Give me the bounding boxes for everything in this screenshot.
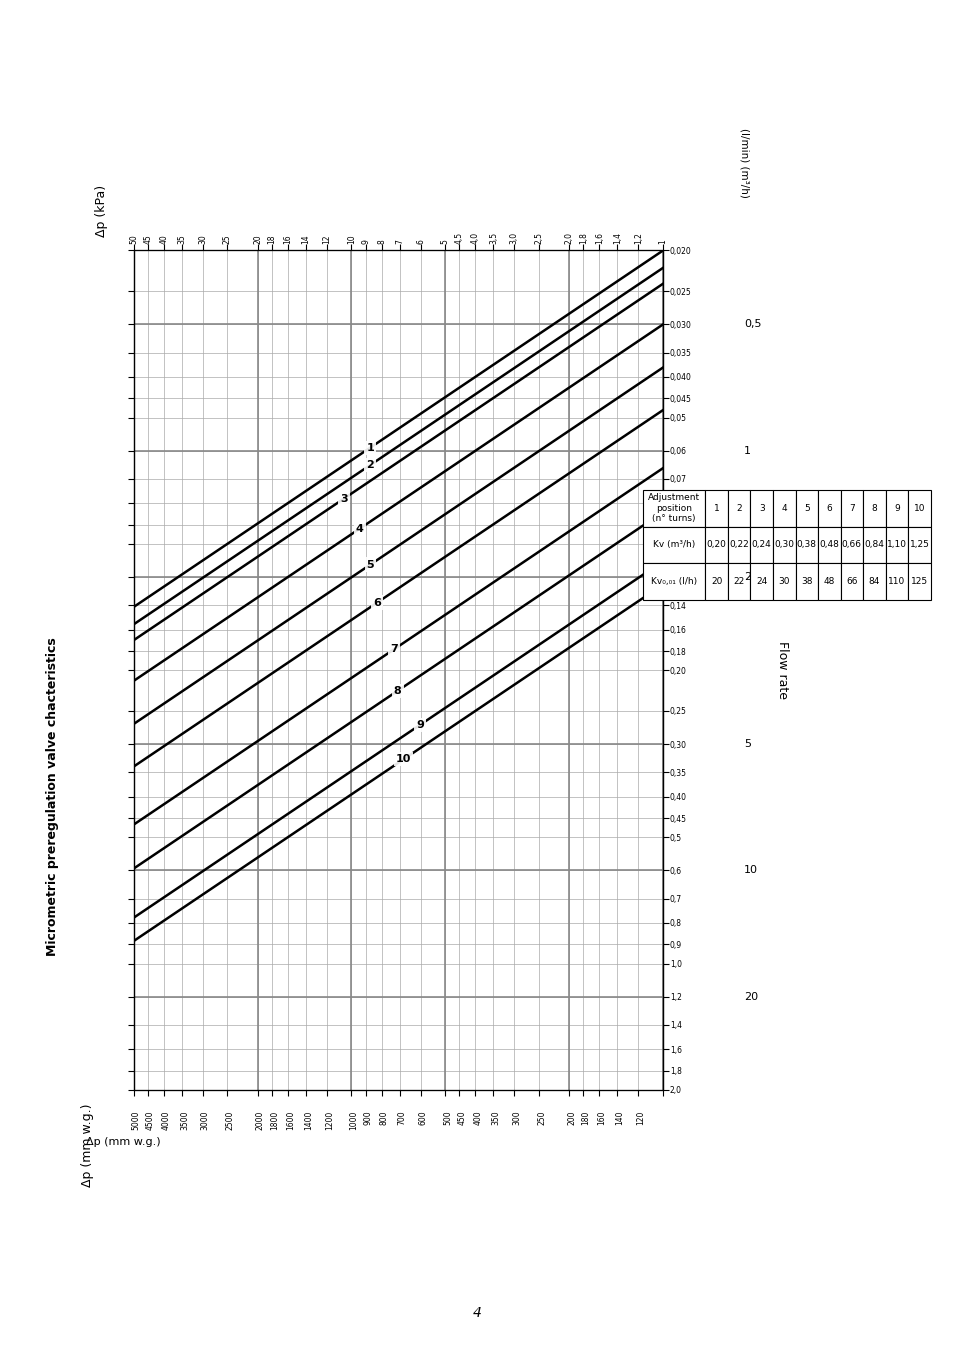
- Text: 5: 5: [743, 739, 750, 749]
- Text: 2500: 2500: [225, 1110, 234, 1129]
- Text: 20: 20: [743, 992, 758, 1002]
- Text: 1600: 1600: [286, 1110, 294, 1129]
- Text: 3500: 3500: [180, 1110, 189, 1129]
- Text: 7: 7: [390, 645, 398, 654]
- Text: 1800: 1800: [270, 1110, 278, 1129]
- Text: 4500: 4500: [146, 1110, 154, 1129]
- Text: 2000: 2000: [255, 1110, 264, 1129]
- Text: Micrometric preregulation valve chacteristics: Micrometric preregulation valve chacteri…: [46, 636, 59, 956]
- Text: 120: 120: [636, 1110, 645, 1125]
- Text: 500: 500: [443, 1110, 452, 1125]
- Text: 200: 200: [567, 1110, 576, 1125]
- Text: 2: 2: [743, 573, 750, 582]
- Text: 250: 250: [537, 1110, 545, 1125]
- Text: 0,5: 0,5: [743, 320, 760, 329]
- Text: Δp (mm w.g.): Δp (mm w.g.): [86, 1137, 160, 1147]
- Text: 4: 4: [472, 1307, 481, 1320]
- Text: 5: 5: [366, 559, 374, 570]
- Text: 1000: 1000: [349, 1110, 358, 1129]
- Text: 4: 4: [355, 524, 363, 533]
- Text: 300: 300: [512, 1110, 521, 1125]
- Text: 600: 600: [418, 1110, 427, 1125]
- Text: 4000: 4000: [162, 1110, 171, 1129]
- Text: 350: 350: [491, 1110, 500, 1125]
- Text: 450: 450: [457, 1110, 466, 1125]
- Text: (l/min) (m³/h): (l/min) (m³/h): [739, 127, 748, 198]
- Text: 10: 10: [743, 865, 758, 876]
- Text: 1400: 1400: [304, 1110, 313, 1129]
- Text: Δp (mm w.g.): Δp (mm w.g.): [81, 1104, 94, 1187]
- Text: 10: 10: [395, 754, 411, 764]
- Text: 1: 1: [366, 443, 374, 452]
- Text: 180: 180: [581, 1110, 590, 1125]
- Text: 5000: 5000: [132, 1110, 140, 1129]
- Text: 6: 6: [373, 597, 380, 608]
- Text: 800: 800: [379, 1110, 388, 1125]
- Text: 2: 2: [366, 460, 374, 470]
- Text: Flow rate: Flow rate: [775, 642, 788, 699]
- Text: 900: 900: [363, 1110, 373, 1125]
- Text: Δp (kPa): Δp (kPa): [95, 185, 109, 237]
- Text: 700: 700: [397, 1110, 406, 1125]
- Text: 400: 400: [473, 1110, 482, 1125]
- Text: 3000: 3000: [201, 1110, 210, 1129]
- Text: 160: 160: [597, 1110, 606, 1125]
- Text: 8: 8: [394, 686, 401, 696]
- Text: 140: 140: [615, 1110, 624, 1125]
- Text: 1: 1: [743, 445, 750, 456]
- Text: 3: 3: [340, 494, 348, 504]
- Text: 1200: 1200: [325, 1110, 334, 1129]
- Text: 9: 9: [416, 720, 423, 730]
